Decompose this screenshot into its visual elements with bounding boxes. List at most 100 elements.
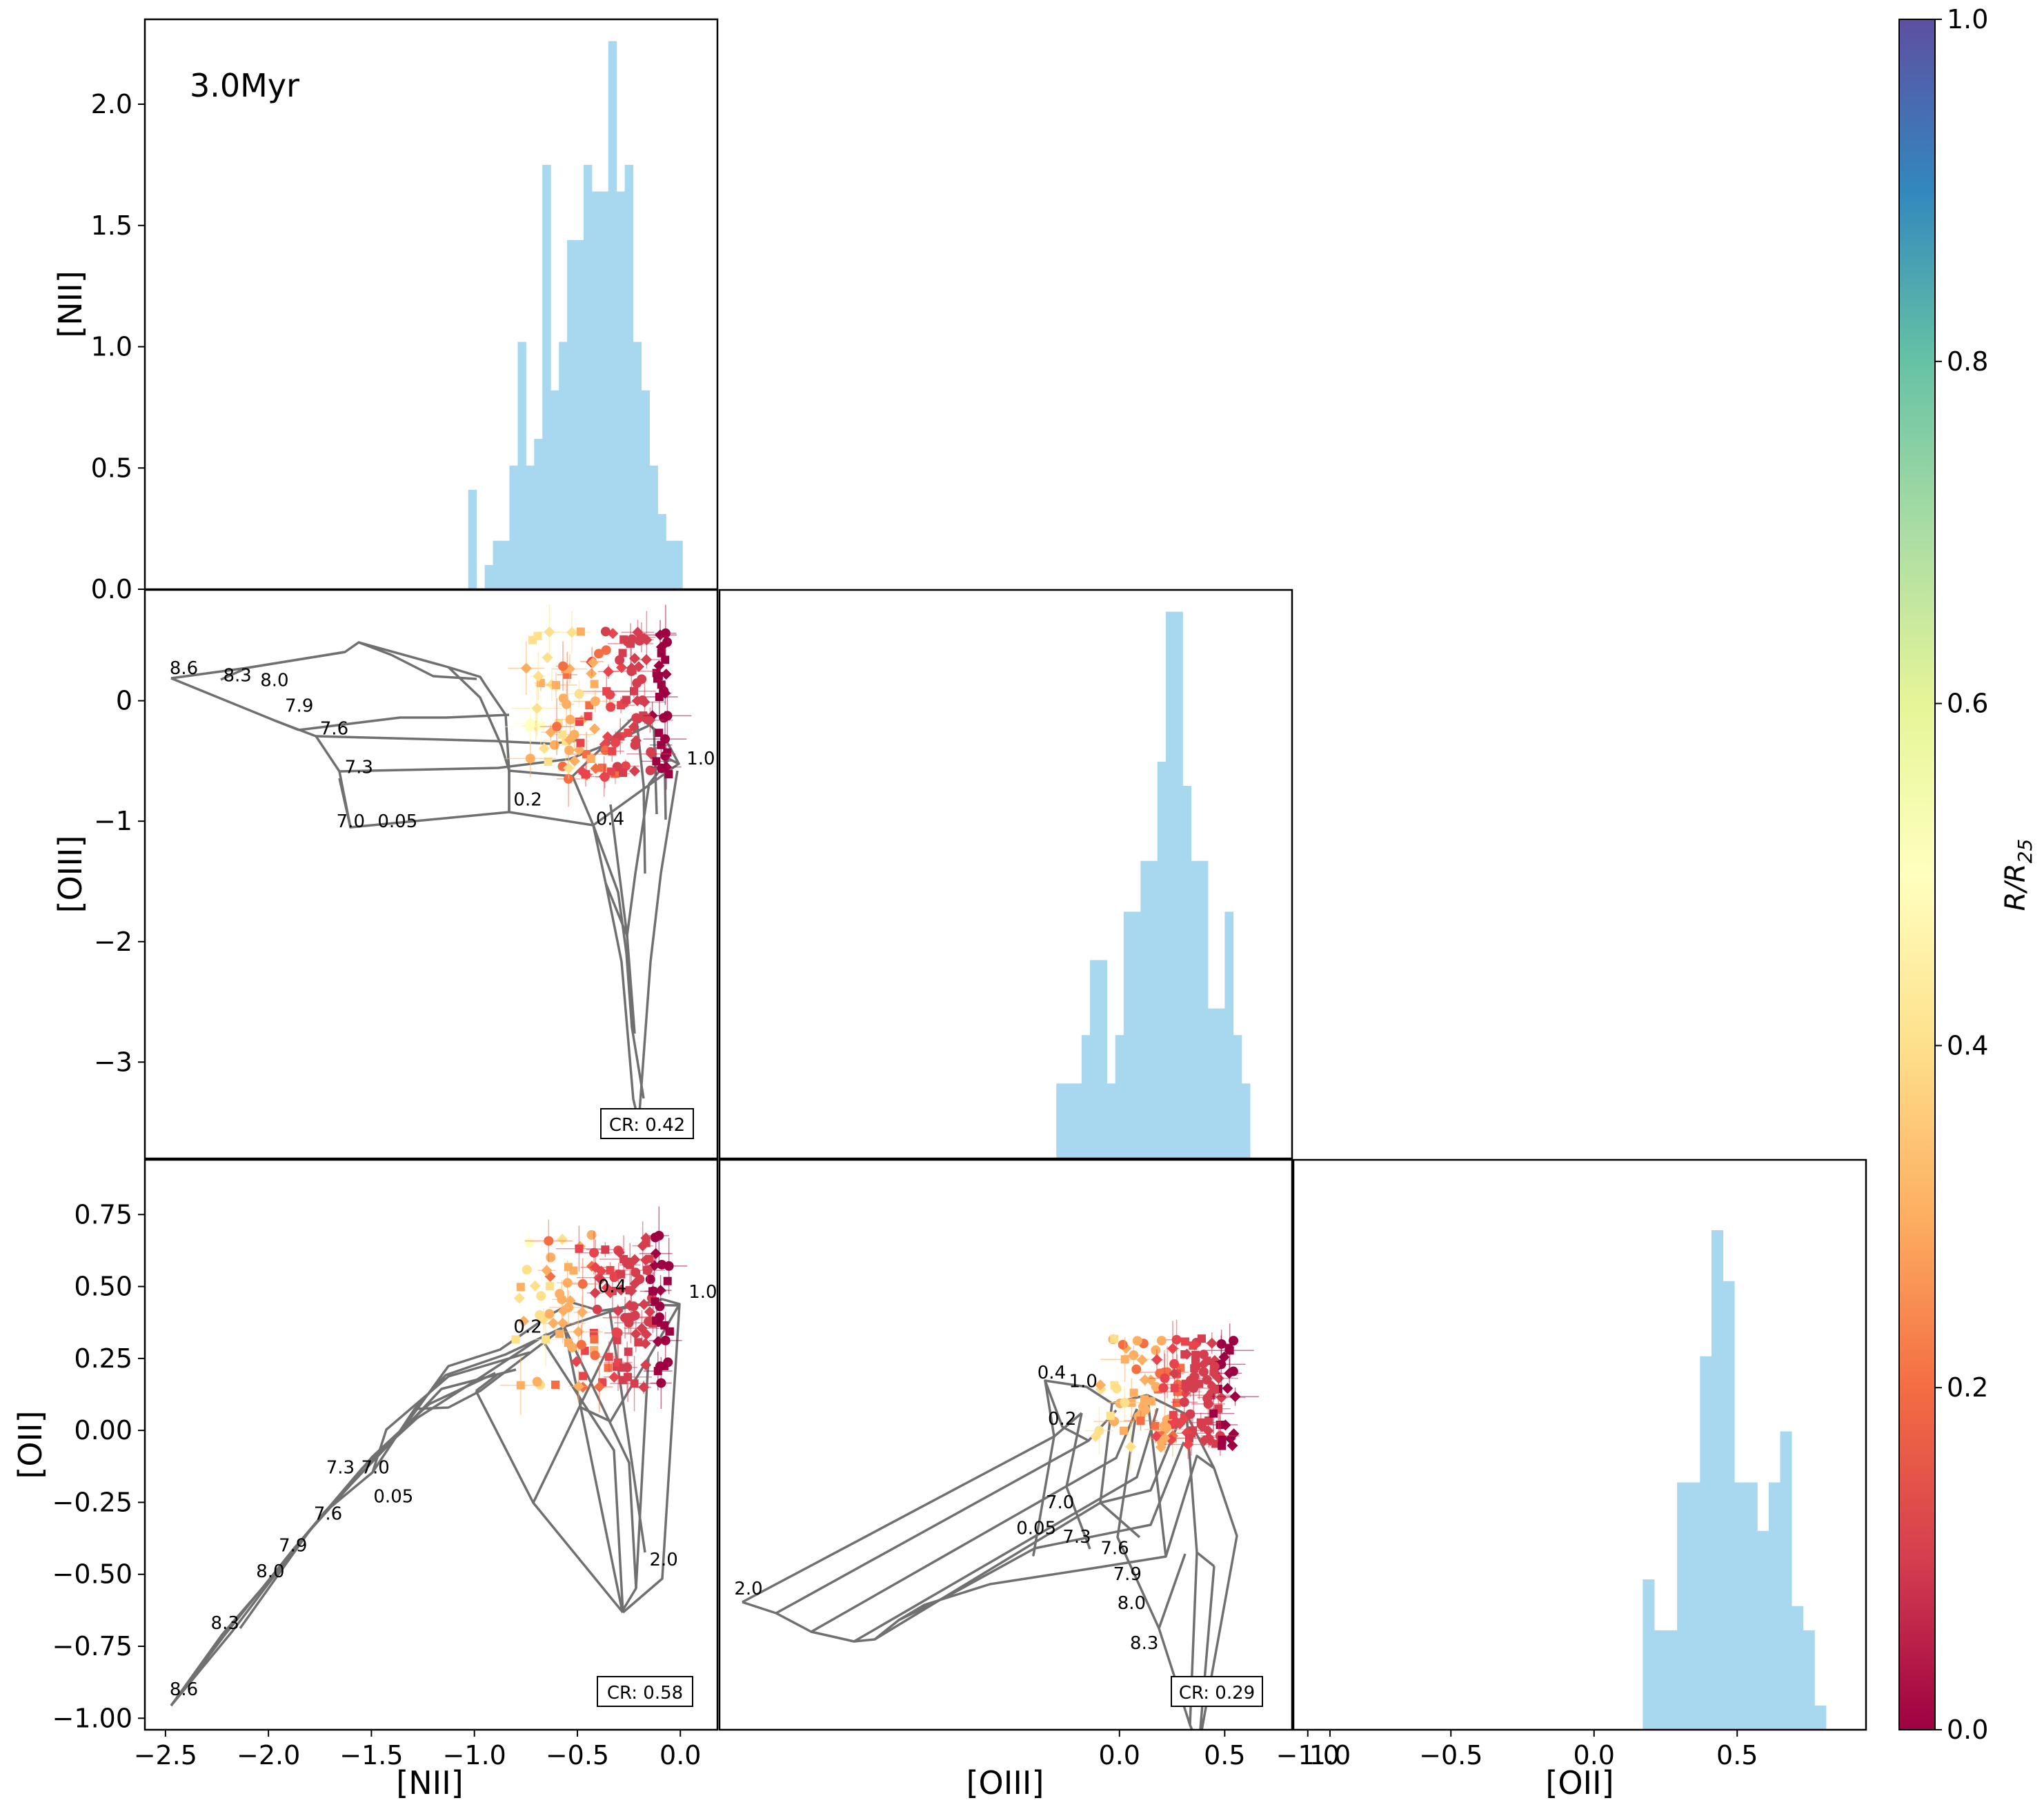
data-point <box>654 671 663 680</box>
data-point <box>632 626 644 638</box>
oii-oiii-points <box>1085 1319 1259 1470</box>
data-point <box>589 1247 599 1258</box>
data-point <box>630 1328 642 1340</box>
y-tick-label: 0.50 <box>74 1272 132 1302</box>
hist-bar <box>575 239 584 589</box>
data-point <box>1179 1397 1189 1408</box>
data-point <box>617 1270 626 1279</box>
x-tick-label: −1.0 <box>1276 1740 1340 1770</box>
data-point <box>586 754 595 763</box>
data-point <box>1136 1354 1148 1366</box>
hist-bar <box>591 191 601 589</box>
hist-bar <box>526 465 535 589</box>
data-point <box>563 762 575 774</box>
x-tick-label: 0.0 <box>1574 1740 1615 1770</box>
data-point <box>639 711 648 720</box>
data-point <box>653 1336 664 1348</box>
panel-frame <box>1292 1158 1867 1731</box>
grid-label: 8.3 <box>1130 1633 1158 1654</box>
data-point <box>595 1274 606 1285</box>
grid-label: 7.9 <box>1113 1564 1142 1585</box>
data-point <box>1207 1380 1218 1392</box>
cr-badge: CR: 0.29 <box>1171 1676 1263 1707</box>
hist-bar <box>1803 1630 1815 1730</box>
cr-badge-text: CR: 0.29 <box>1179 1683 1255 1704</box>
data-point <box>546 1282 555 1291</box>
data-point <box>654 1230 664 1241</box>
data-point <box>1147 1396 1155 1405</box>
oiii-nii-y-axis: −3 −2 −1 0 <box>94 686 145 1077</box>
oii-nii-xlabel: [NII] <box>396 1764 463 1802</box>
cr-badge: CR: 0.42 <box>600 1108 694 1139</box>
data-point <box>1129 1388 1138 1397</box>
hist-bar <box>666 540 675 589</box>
hist-bar <box>1098 960 1107 1158</box>
data-point <box>558 730 567 739</box>
data-point <box>564 1295 576 1307</box>
y-tick-label: 0.00 <box>74 1415 132 1445</box>
y-tick-label: 0.75 <box>74 1199 132 1230</box>
data-point <box>1229 1391 1241 1403</box>
y-tick-label: −0.25 <box>52 1487 132 1517</box>
oiii-nii-model-grid <box>170 641 681 1123</box>
data-point <box>642 1265 653 1276</box>
data-point <box>525 718 535 729</box>
data-point <box>564 734 575 746</box>
data-point <box>569 1266 578 1275</box>
grid-label: 7.3 <box>345 757 373 778</box>
y-tick-label: −0.75 <box>52 1631 132 1661</box>
oii-nii-model-grid <box>170 1298 681 1707</box>
hist-bar <box>616 191 626 589</box>
data-point <box>630 740 640 750</box>
data-point <box>652 757 661 766</box>
data-point <box>1181 1348 1193 1360</box>
data-point <box>1228 1428 1240 1440</box>
grid-label: 7.9 <box>279 1535 307 1556</box>
data-point <box>1094 1425 1104 1436</box>
data-point <box>657 649 666 658</box>
hist-bar <box>1665 1630 1678 1730</box>
data-point <box>656 1378 666 1388</box>
data-point <box>657 1259 667 1270</box>
hist-bar <box>1768 1482 1780 1730</box>
data-point <box>600 745 611 756</box>
data-point <box>574 689 584 699</box>
hist-bar <box>1757 1530 1769 1730</box>
panel-oiii-nii: 8.6 8.3 8.07.97.67.37.0 0.050.20.41.0 −3−2−… <box>52 589 719 1160</box>
oii-oiii-x-axis: 0.0 0.5 1.0 <box>1099 1730 1351 1770</box>
data-point <box>576 1340 586 1350</box>
data-point <box>1209 1409 1218 1418</box>
data-point <box>590 762 602 774</box>
data-point <box>601 1245 610 1254</box>
data-point <box>1206 1337 1218 1349</box>
data-point <box>1185 1409 1195 1419</box>
data-point <box>532 1376 542 1387</box>
data-point <box>584 712 593 721</box>
colorbar-tick-label: 0.6 <box>1947 689 1988 719</box>
data-point <box>590 696 600 707</box>
oiii-nii-grid-labels: 8.6 8.3 8.0 7.9 7.6 7.3 7.0 0.05 0.2 0.4 1.0 <box>170 658 715 832</box>
data-point <box>525 753 535 764</box>
data-point <box>542 652 553 664</box>
hist-bar <box>674 540 683 589</box>
hist-bar <box>1241 1083 1251 1158</box>
y-tick-label: 0 <box>116 686 132 716</box>
data-point <box>1118 1339 1128 1350</box>
data-point <box>606 1265 615 1274</box>
oii-oiii-xlabel: [OIII] <box>966 1764 1044 1802</box>
data-point <box>586 1230 597 1240</box>
data-point <box>645 1274 655 1285</box>
data-point <box>1169 1359 1180 1369</box>
nii-hist-bars <box>468 41 683 590</box>
data-point <box>568 755 580 767</box>
panel-oii-nii: 8.6 8.3 8.0 7.9 7.6 7.3 7.0 0.05 0.2 0.4 1.0 2.0 −1… <box>12 1158 719 1802</box>
data-point <box>564 1339 573 1348</box>
data-point <box>516 1283 525 1292</box>
data-point <box>622 1258 632 1268</box>
data-point <box>1174 1418 1186 1430</box>
data-point <box>639 696 651 708</box>
grid-label: 7.3 <box>326 1458 355 1479</box>
hist-bar <box>1157 761 1167 1158</box>
data-point <box>1222 1383 1233 1394</box>
x-tick-label: 0.0 <box>1099 1740 1140 1770</box>
